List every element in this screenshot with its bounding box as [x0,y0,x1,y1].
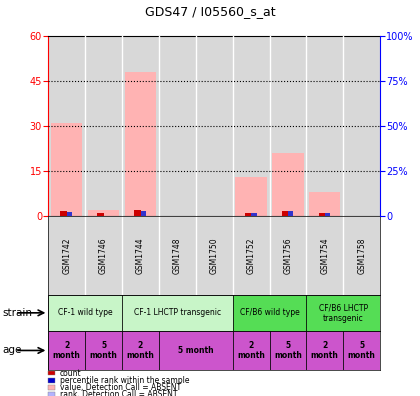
Text: GSM1754: GSM1754 [320,237,329,274]
Bar [97,213,104,216]
Bar [122,295,233,331]
Bar [67,212,72,216]
Bar [159,36,196,216]
Bar [233,331,270,370]
Text: count: count [60,369,81,377]
Bar [306,36,343,216]
Bar [88,210,119,216]
Bar [309,192,341,216]
Bar [288,211,294,216]
Text: GSM1742: GSM1742 [62,237,71,274]
Bar [343,36,380,216]
Text: value, Detection Call = ABSENT: value, Detection Call = ABSENT [60,383,181,392]
Bar [306,295,380,331]
Text: CF-1 LHCTP transgenic: CF-1 LHCTP transgenic [134,308,221,317]
Bar [272,153,304,216]
Bar [48,36,85,216]
Text: 5
month: 5 month [274,341,302,360]
Text: GSM1752: GSM1752 [247,237,255,274]
Text: 2
month: 2 month [237,341,265,360]
Bar [159,331,233,370]
Bar [343,331,380,370]
Text: GSM1758: GSM1758 [357,237,366,274]
Text: CF-1 wild type: CF-1 wild type [58,308,113,317]
Bar [85,36,122,216]
Bar [125,72,156,216]
Bar [245,213,252,216]
Text: 2
month: 2 month [311,341,339,360]
Text: GSM1746: GSM1746 [99,237,108,274]
Text: GSM1748: GSM1748 [173,237,182,274]
Bar [122,331,159,370]
Bar [270,36,306,216]
Text: GSM1756: GSM1756 [284,237,292,274]
Bar [270,331,306,370]
Text: age: age [2,345,21,356]
Bar [60,211,67,216]
Text: percentile rank within the sample: percentile rank within the sample [60,376,189,385]
Bar [48,295,122,331]
Bar [51,123,82,216]
Bar [252,213,257,216]
Text: GDS47 / I05560_s_at: GDS47 / I05560_s_at [144,5,276,18]
Text: CF/B6 LHCTP
transgenic: CF/B6 LHCTP transgenic [319,303,368,322]
Text: GSM1744: GSM1744 [136,237,145,274]
Text: strain: strain [2,308,32,318]
Text: CF/B6 wild type: CF/B6 wild type [240,308,299,317]
Bar [48,331,85,370]
Bar [141,211,146,216]
Bar [325,213,331,216]
Text: 5
month: 5 month [89,341,118,360]
Text: 2
month: 2 month [126,341,155,360]
Text: GSM1750: GSM1750 [210,237,219,274]
Bar [306,331,343,370]
Text: 2
month: 2 month [53,341,81,360]
Bar [122,36,159,216]
Bar [196,36,233,216]
Bar [134,210,141,216]
Bar [85,331,122,370]
Bar [235,177,267,216]
Text: 5 month: 5 month [178,346,214,355]
Bar [233,295,306,331]
Bar [282,211,288,216]
Bar [318,213,325,216]
Text: rank, Detection Call = ABSENT: rank, Detection Call = ABSENT [60,390,177,396]
Bar [233,36,270,216]
Text: 5
month: 5 month [348,341,375,360]
